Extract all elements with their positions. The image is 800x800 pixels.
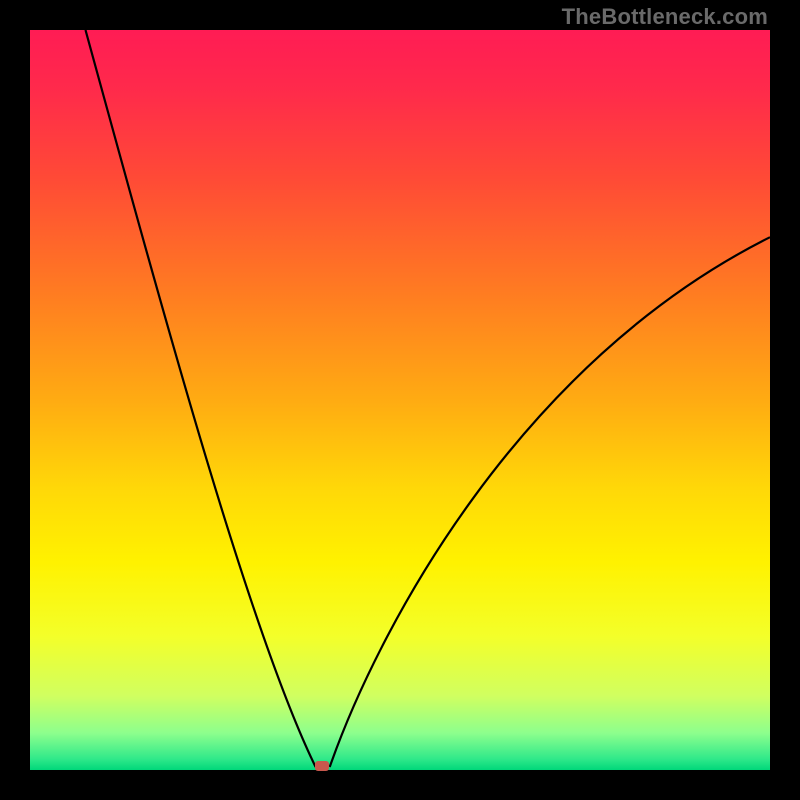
plot-area (30, 30, 770, 770)
watermark-text: TheBottleneck.com (562, 4, 768, 30)
bottleneck-curve (30, 30, 770, 770)
optimal-point-marker (315, 761, 329, 771)
chart-frame: TheBottleneck.com (0, 0, 800, 800)
